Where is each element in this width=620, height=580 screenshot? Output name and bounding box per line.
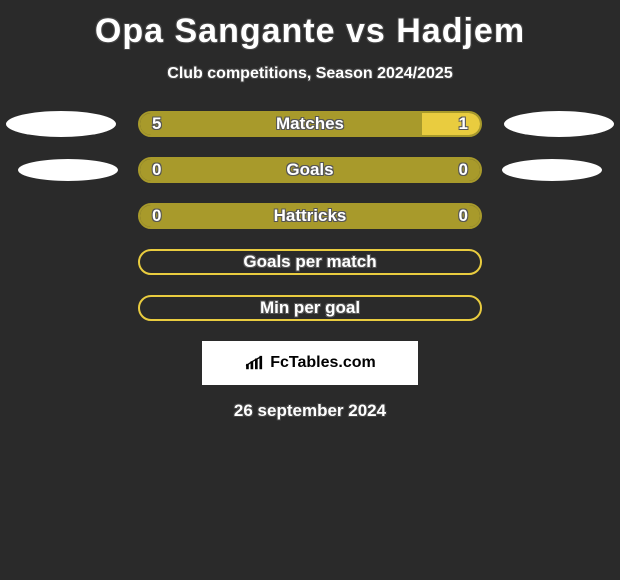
right-player-ellipse	[504, 111, 614, 137]
stat-row: 0 0 Hattricks	[0, 203, 620, 229]
date: 26 september 2024	[0, 401, 620, 421]
stat-label: Goals	[286, 160, 333, 180]
right-player-ellipse	[502, 159, 602, 181]
stat-row: Min per goal	[0, 295, 620, 321]
stat-bar: 0 0 Goals	[138, 157, 482, 183]
stat-left-value: 5	[152, 114, 161, 134]
left-player-ellipse	[6, 111, 116, 137]
stat-right-value: 0	[459, 160, 468, 180]
stat-left-value: 0	[152, 160, 161, 180]
stat-bar: 5 1 Matches	[138, 111, 482, 137]
stat-right-value: 1	[459, 114, 468, 134]
stat-row: 0 0 Goals	[0, 157, 620, 183]
stat-bar: Min per goal	[138, 295, 482, 321]
stat-label: Matches	[276, 114, 344, 134]
stat-bar-right-fill	[422, 113, 480, 135]
stat-bar: Goals per match	[138, 249, 482, 275]
fctables-logo: FcTables.com	[202, 341, 418, 385]
stat-bar: 0 0 Hattricks	[138, 203, 482, 229]
chart-icon	[244, 355, 266, 371]
stat-row: 5 1 Matches	[0, 111, 620, 137]
stat-label: Hattricks	[274, 206, 347, 226]
stat-label: Min per goal	[260, 298, 360, 318]
stat-left-value: 0	[152, 206, 161, 226]
stats-rows: 5 1 Matches 0 0 Goals 0 0 Hattricks Goals per mat…	[0, 111, 620, 321]
subtitle: Club competitions, Season 2024/2025	[0, 65, 620, 83]
stat-row: Goals per match	[0, 249, 620, 275]
title: Opa Sangante vs Hadjem	[0, 0, 620, 51]
logo-text: FcTables.com	[270, 354, 376, 372]
stat-right-value: 0	[459, 206, 468, 226]
stat-label: Goals per match	[243, 252, 376, 272]
left-player-ellipse	[18, 159, 118, 181]
